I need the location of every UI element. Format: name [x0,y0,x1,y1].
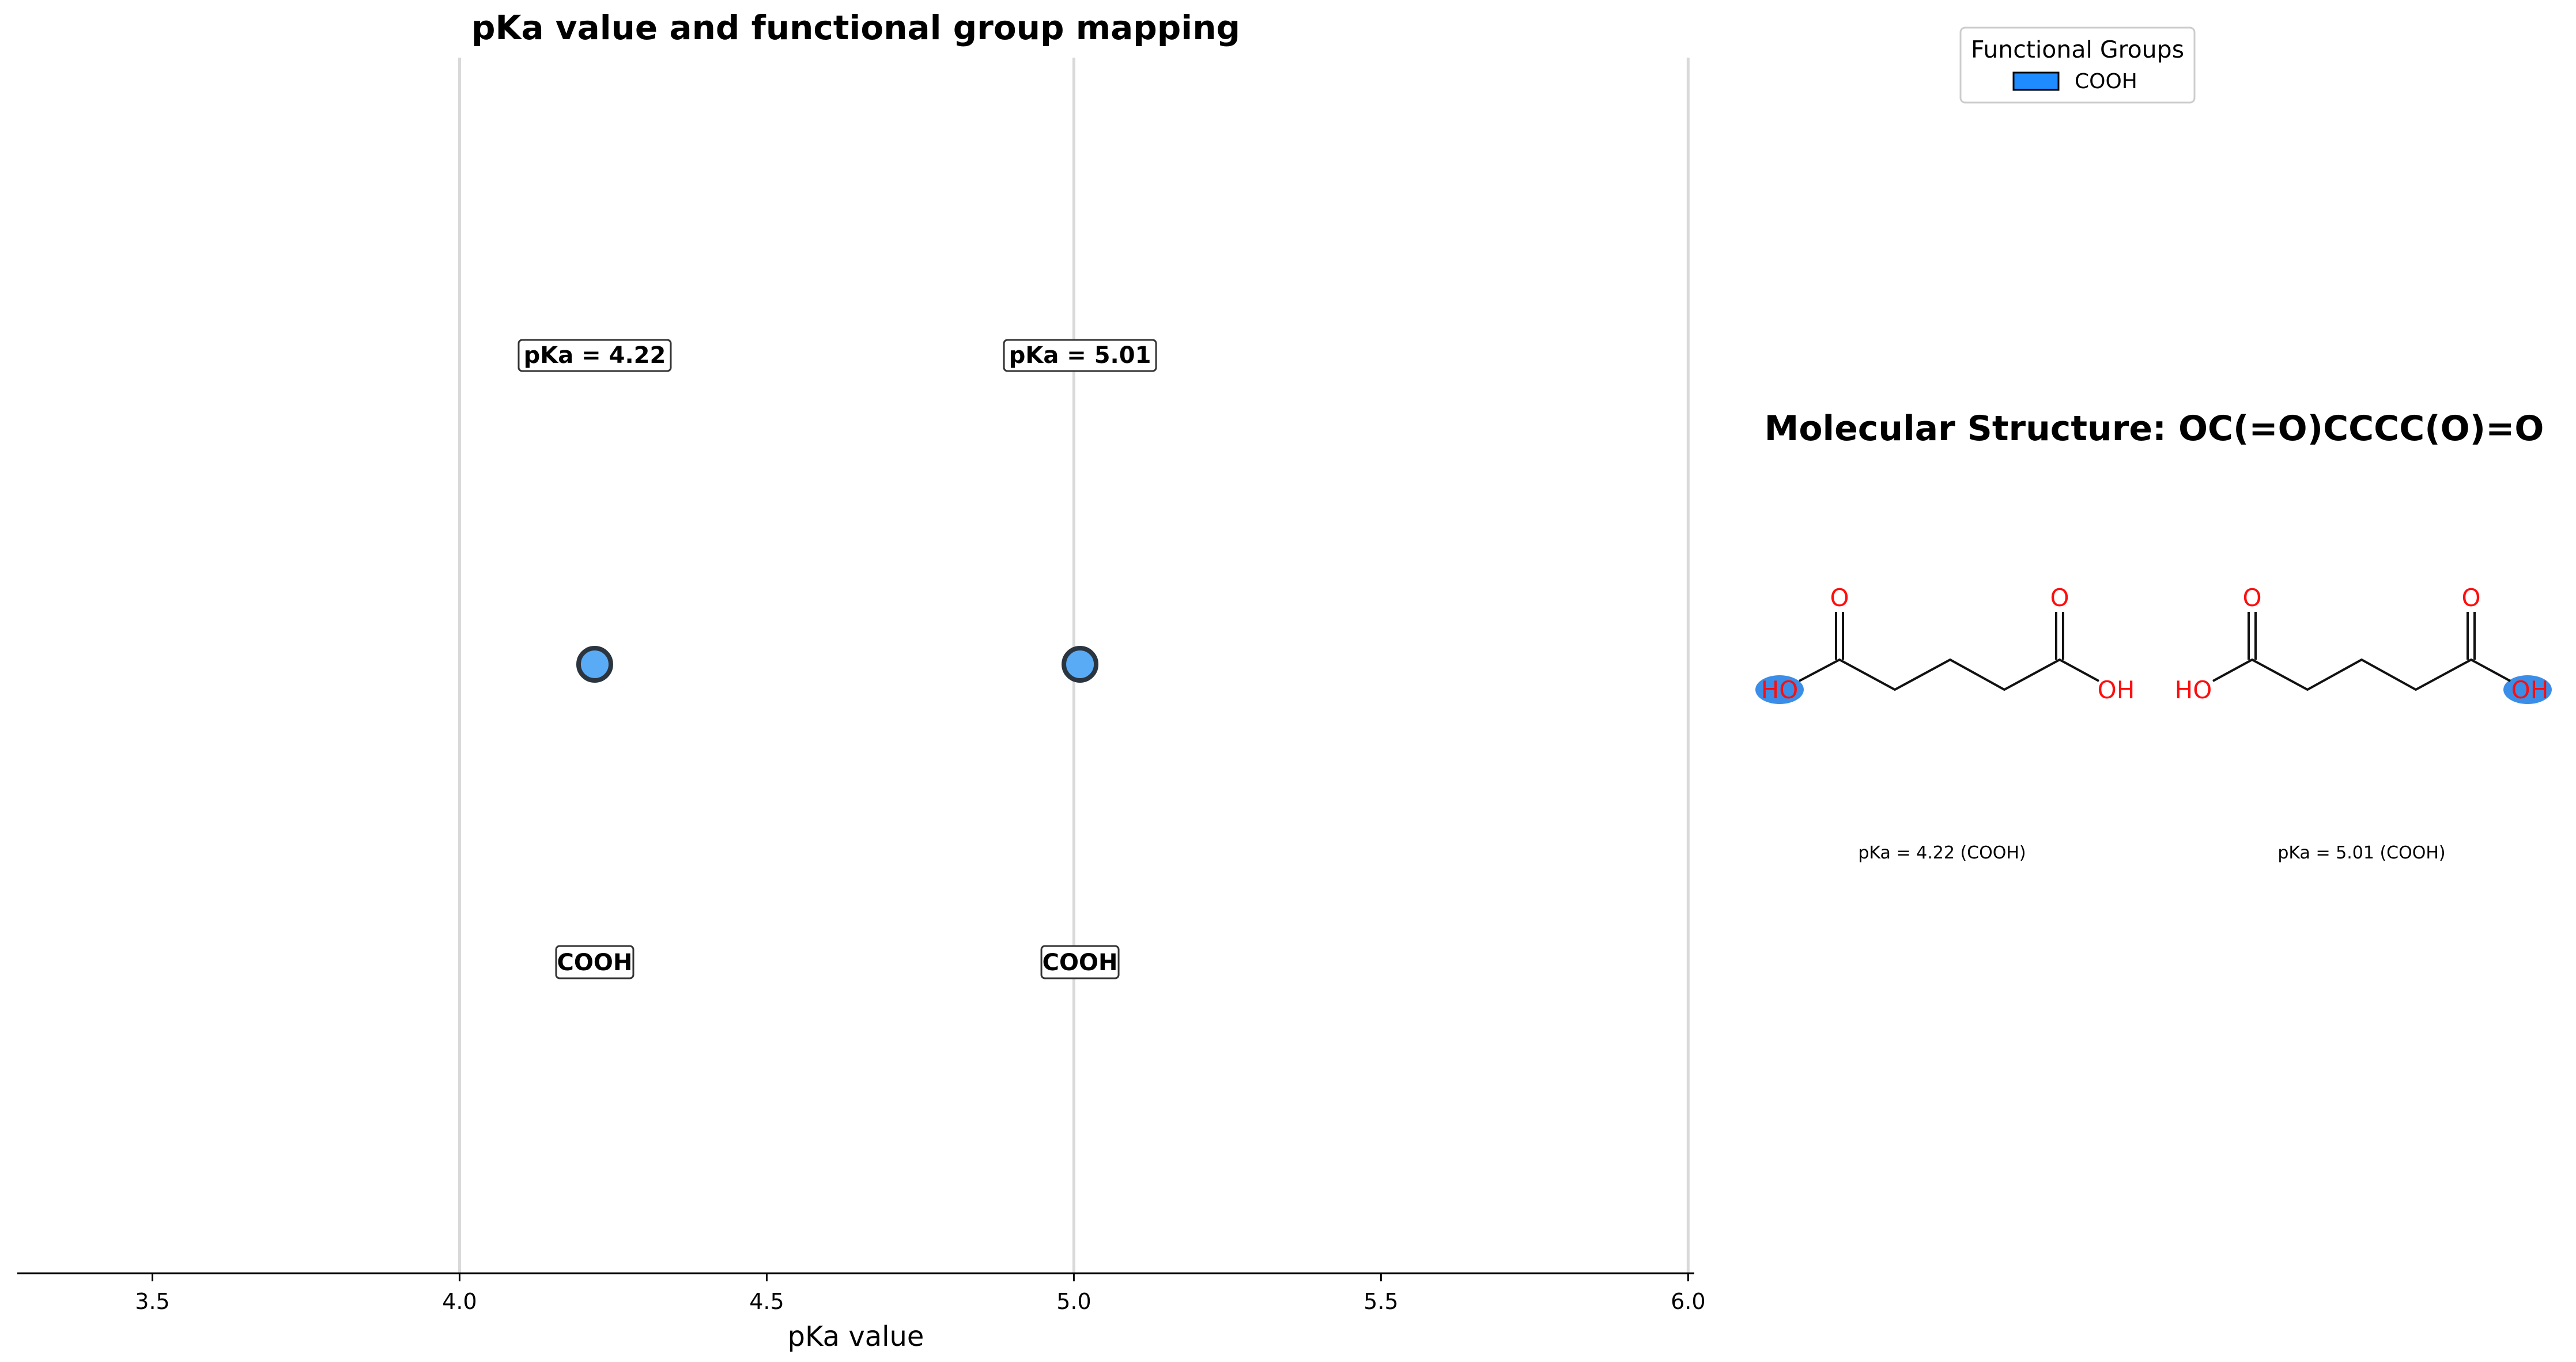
x-tick-label: 5.5 [1363,1289,1398,1314]
x-axis-ticks: 3.5 4.0 4.5 5.0 5.5 6.0 [135,1273,1706,1314]
x-tick-label: 5.0 [1056,1289,1091,1314]
carbon-chain [1799,658,2099,691]
data-point [576,646,613,683]
atom-oh-left: HO [2175,676,2212,704]
atom-o-top-right: O [2461,584,2480,612]
x-axis-label: pKa value [788,1321,924,1353]
legend-swatch-cooh [2012,71,2060,91]
x-tick-label: 4.5 [749,1289,784,1314]
group-label: COOH [1043,949,1118,976]
atom-oh-left: HO [1761,676,1799,704]
value-label: pKa = 5.01 [1009,342,1151,369]
carbon-chain [2212,658,2511,691]
molecule-title: Molecular Structure: OC(=O)CCCC(O)=O [1765,408,2544,449]
atom-o-top-right: O [2050,584,2069,612]
legend-title: Functional Groups [1971,36,2184,63]
legend-item-label: COOH [2075,70,2137,93]
data-marks: pKa = 4.22 COOH pKa = 5.01 COOH [518,339,1157,979]
atom-oh-right: OH [2511,676,2549,704]
value-label-box [518,339,672,372]
structure-caption: pKa = 5.01 (COOH) [2277,843,2445,863]
value-label: pKa = 4.22 [524,342,666,369]
chart-title: pKa value and functional group mapping [471,8,1240,47]
x-tick-label: 6.0 [1671,1289,1705,1314]
group-label-box [555,945,634,979]
molecule-structure-2: O O HO OH pKa = 5.01 (COOH) [2175,584,2552,863]
atom-oh-right: OH [2098,676,2135,704]
structure-caption: pKa = 4.22 (COOH) [1858,843,2026,863]
highlight-oh-right [2503,675,2552,704]
atom-o-top-left: O [1830,584,1849,612]
x-tick-label: 3.5 [135,1289,169,1314]
group-label-box [1040,945,1120,979]
atom-o-top-left: O [2242,584,2261,612]
legend: Functional Groups COOH [1959,27,2196,104]
molecule-structure-1: O O HO OH pKa = 4.22 (COOH) [1755,584,2135,863]
group-label: COOH [557,949,633,976]
data-point [1062,646,1099,683]
value-label-box [1003,339,1157,372]
x-tick-label: 4.0 [442,1289,477,1314]
highlight-oh-left [1755,675,1804,704]
